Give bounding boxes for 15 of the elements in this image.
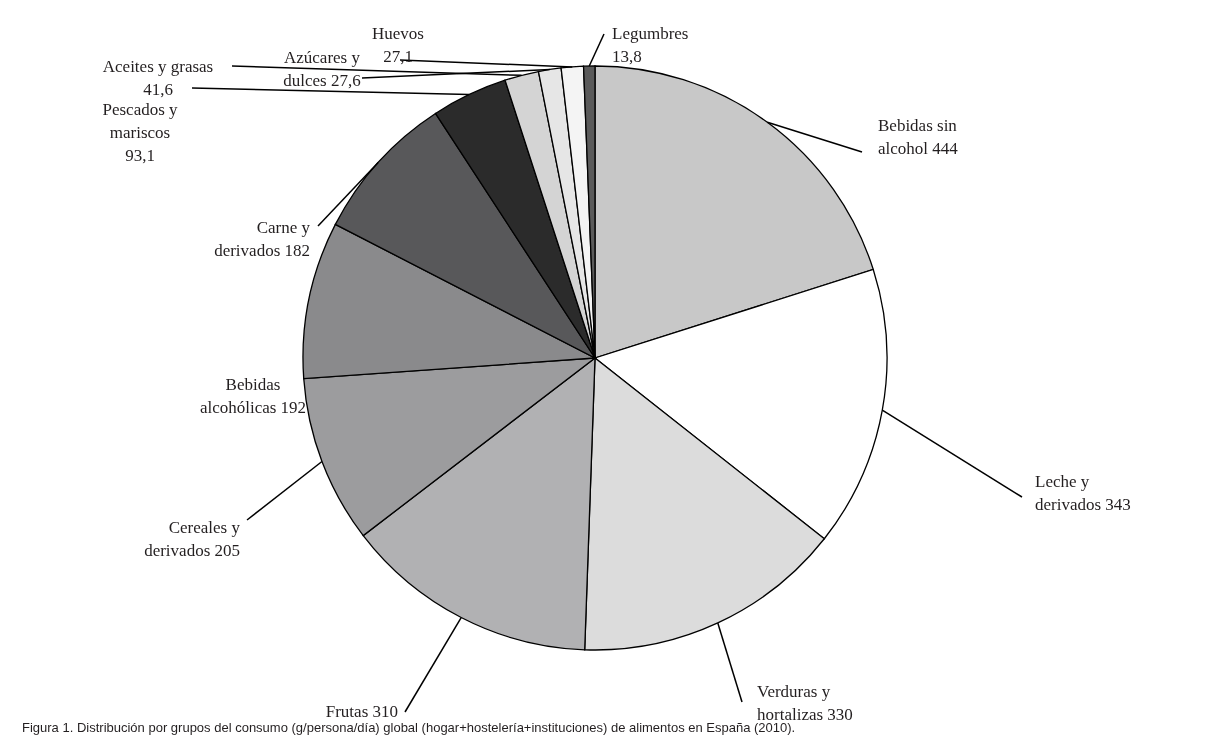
slice-label: Legumbres: [612, 24, 689, 43]
data-label: 93,1: [125, 146, 155, 165]
slice-label: Carne y derivados 182: [214, 218, 311, 260]
data-label: 13,8: [612, 47, 642, 66]
slice-label: Huevos: [372, 24, 424, 43]
slice-label: Pescados y mariscos: [102, 100, 179, 142]
slice-label: Bebidas alcohólicas 192: [199, 375, 307, 417]
data-label: 41,6: [143, 80, 173, 99]
slice-label: Frutas 310: [325, 702, 398, 721]
slice-label: Cereales y derivados 205: [144, 518, 241, 560]
slice-label: Azúcares y dulces 27,6: [283, 48, 361, 90]
slice-label: Bebidas sin alcohol 444: [878, 116, 959, 158]
data-label: 27,1: [383, 47, 413, 66]
slice-label: Leche y derivados 343: [1035, 472, 1131, 514]
slice-label: Aceites y grasas: [102, 57, 214, 76]
